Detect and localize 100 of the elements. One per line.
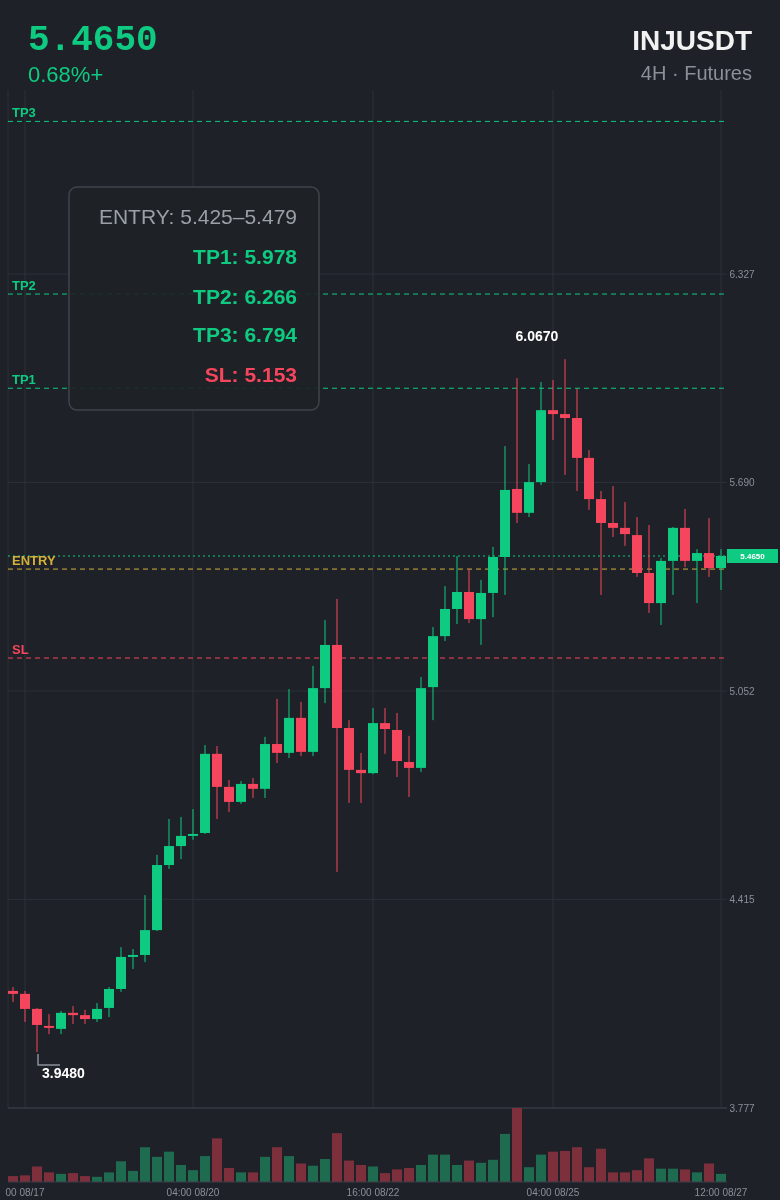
bar [416, 1164, 426, 1182]
bar [668, 1168, 678, 1182]
candlestick [248, 777, 258, 799]
x-tick-label: 04:00 08/20 [166, 1187, 220, 1198]
bar [560, 1150, 570, 1182]
bar [212, 1138, 222, 1182]
annotation: TP1: 5.978 [193, 245, 298, 268]
candlestick [236, 780, 246, 805]
candlestick [608, 485, 618, 538]
bar [368, 1166, 378, 1182]
bar [68, 1173, 78, 1182]
bar [632, 1170, 642, 1182]
bar [512, 1108, 522, 1182]
bar [188, 1170, 198, 1182]
candlestick [176, 816, 186, 860]
bar [644, 1158, 654, 1182]
bar [236, 1172, 246, 1182]
bar [464, 1160, 474, 1182]
bar [20, 1175, 30, 1182]
bar [140, 1147, 150, 1182]
candlestick [80, 1009, 90, 1025]
bar [308, 1165, 318, 1182]
bar [260, 1156, 270, 1182]
bar [596, 1148, 606, 1182]
bar [500, 1133, 510, 1182]
bar [176, 1164, 186, 1182]
candlestick [104, 986, 114, 1018]
bar [104, 1172, 114, 1182]
candlestick [224, 779, 234, 813]
candlestick [272, 698, 282, 764]
bar [704, 1163, 714, 1182]
bar [32, 1166, 42, 1182]
bar [356, 1164, 366, 1182]
chart-subtitle: 4H · Futures [640, 62, 752, 84]
ref-line-label: TP3 [12, 105, 36, 121]
y-tick-label: 3.777 [729, 1102, 755, 1114]
bar [428, 1154, 438, 1182]
x-tick-label: 16:00 08/22 [346, 1187, 400, 1198]
bar [152, 1156, 162, 1182]
bar [452, 1164, 462, 1182]
bar [548, 1151, 558, 1182]
annotation: TP2: 6.266 [193, 285, 297, 308]
bar [200, 1156, 210, 1182]
bar [284, 1156, 294, 1182]
candlestick [512, 377, 522, 524]
bar [608, 1172, 618, 1182]
text: 0.68%+ [28, 62, 104, 87]
ref-line-label: TP1 [12, 372, 36, 388]
bar [680, 1169, 690, 1182]
bar [488, 1159, 498, 1182]
text: 5.4650 [28, 20, 158, 61]
candlestick [128, 948, 138, 970]
candlestick [32, 1007, 42, 1053]
bar [536, 1154, 546, 1182]
bar [248, 1172, 258, 1182]
bar [320, 1159, 330, 1182]
x-tick-label: 04:00 08/25 [526, 1187, 580, 1198]
candlestick [188, 808, 198, 841]
bar [692, 1172, 702, 1182]
bar [476, 1162, 486, 1182]
annotation: 6.0670 [515, 328, 559, 344]
bar [344, 1160, 354, 1182]
bar [128, 1170, 138, 1182]
candlestick [356, 752, 366, 804]
bar [404, 1167, 414, 1182]
candlestick [620, 501, 630, 547]
bar [44, 1172, 54, 1182]
ref-line-label: TP2 [12, 278, 36, 294]
bar [164, 1151, 174, 1182]
annotation: SL: 5.153 [204, 363, 297, 386]
ref-line-label: ENTRY [12, 553, 56, 569]
bar [440, 1154, 450, 1182]
annotation: TP3: 6.794 [193, 323, 298, 346]
candlestick [92, 1002, 102, 1023]
bar [620, 1172, 630, 1182]
bar [656, 1168, 666, 1182]
ref-line-label: 5.4650 [740, 551, 766, 561]
x-tick-label: 00 08/17 [5, 1187, 45, 1198]
candlestick [8, 986, 18, 1003]
bar [392, 1169, 402, 1182]
candlestick [56, 1010, 66, 1035]
bar [524, 1167, 534, 1182]
y-tick-label: 5.690 [729, 476, 755, 488]
candlestick [704, 517, 714, 578]
annotation: ENTRY: 5.425–5.479 [98, 205, 297, 228]
bar [224, 1167, 234, 1182]
y-tick-label: 5.052 [729, 685, 755, 697]
y-tick-label: 6.327 [729, 268, 755, 280]
bar [572, 1147, 582, 1182]
candlestick [560, 358, 570, 476]
bar [332, 1133, 342, 1182]
candlestick [20, 990, 30, 1023]
candlestick [596, 490, 606, 596]
bar [380, 1173, 390, 1182]
candlestick [548, 379, 558, 441]
ref-line-label: SL [12, 642, 29, 658]
candlestick [44, 1013, 54, 1035]
y-tick-label: 4.415 [729, 893, 755, 905]
candlestick [164, 818, 174, 870]
bar [296, 1163, 306, 1182]
